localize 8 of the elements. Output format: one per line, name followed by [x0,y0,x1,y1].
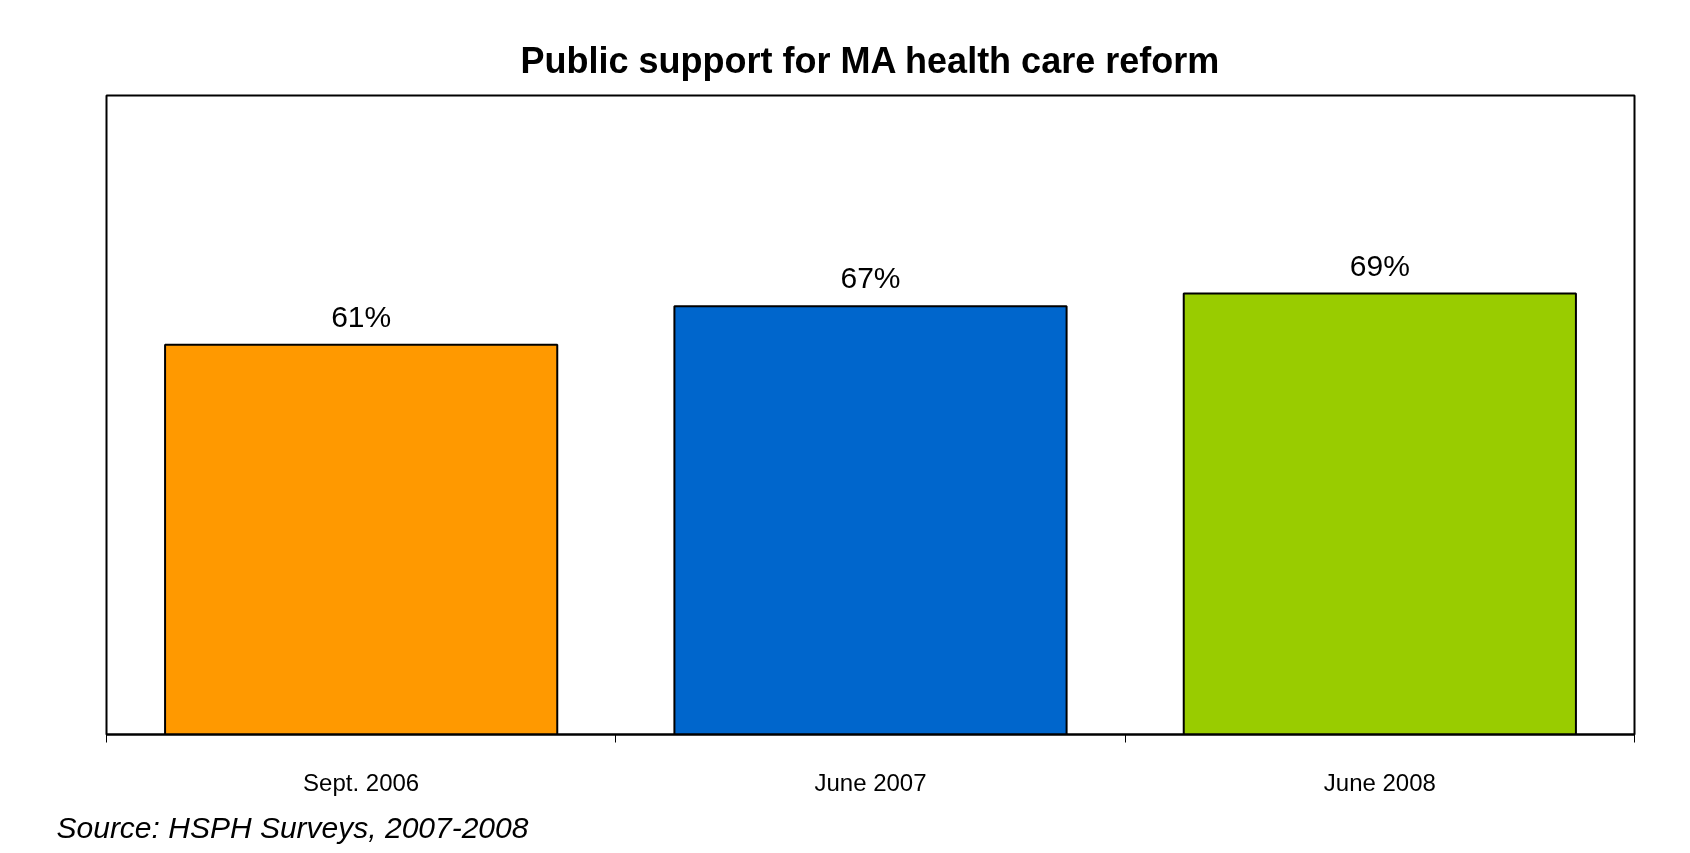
source-note: Source: HSPH Surveys, 2007-2008 [56,810,529,844]
x-tick-label: June 2008 [1323,768,1436,796]
data-label: 69% [1349,248,1410,282]
chart-title: Public support for MA health care reform [520,39,1220,81]
x-tick-label: Sept. 2006 [303,768,420,796]
data-label: 61% [331,299,392,333]
data-label: 67% [840,261,901,295]
x-tick-label: June 2007 [814,768,927,796]
